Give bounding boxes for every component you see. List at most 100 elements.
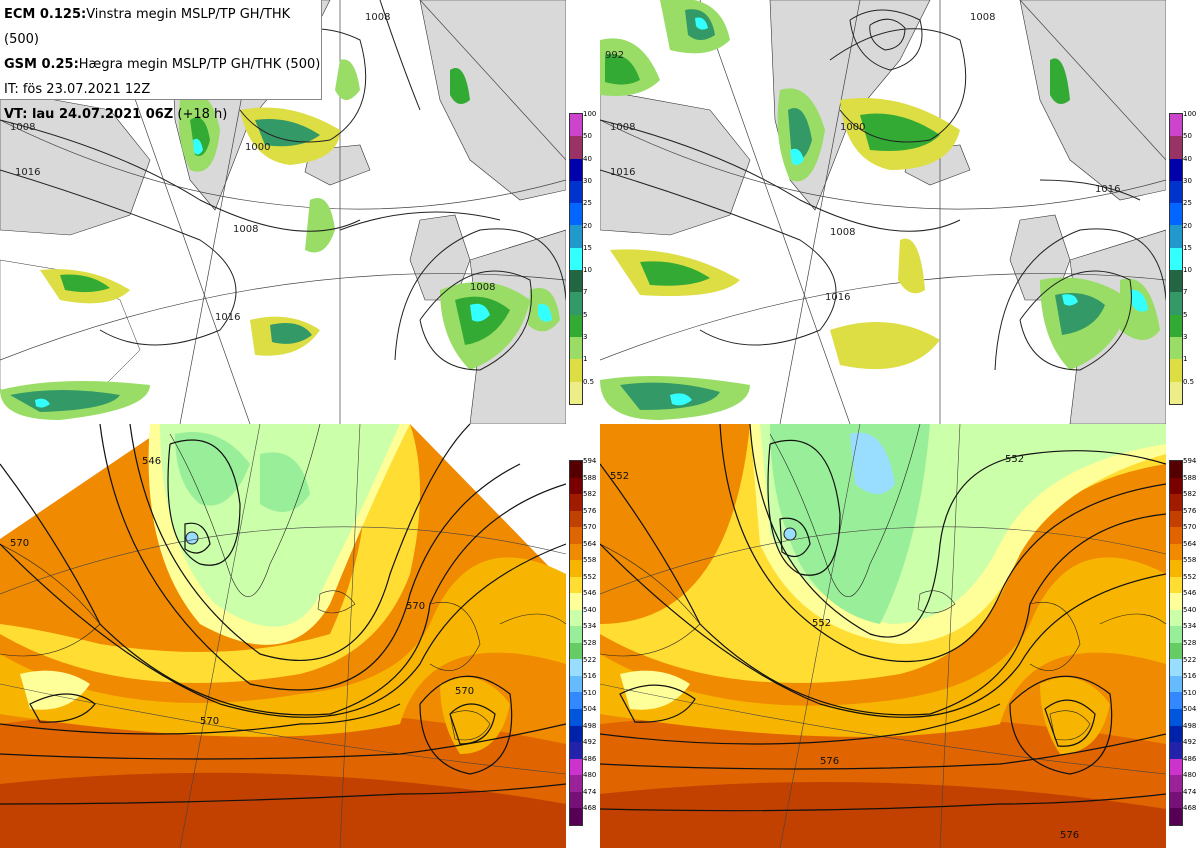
colorbar-swatch bbox=[1170, 775, 1182, 792]
colorbar-swatch bbox=[570, 292, 582, 314]
colorbar-label: 15 bbox=[1183, 244, 1192, 252]
colorbar-swatch bbox=[570, 593, 582, 610]
colorbar-label: 582 bbox=[1183, 490, 1196, 498]
colorbar-label: 40 bbox=[1183, 155, 1192, 163]
colorbar-label: 552 bbox=[583, 573, 596, 581]
colorbar-label: 20 bbox=[1183, 222, 1192, 230]
colorbar-label: 0.5 bbox=[1183, 378, 1194, 386]
colorbar-label: 100 bbox=[1183, 110, 1196, 118]
panel-divider bbox=[597, 0, 600, 848]
colorbar-label: 522 bbox=[583, 656, 596, 664]
colorbar-swatch bbox=[570, 610, 582, 627]
colorbar-swatch bbox=[570, 136, 582, 158]
colorbar-swatch bbox=[1170, 337, 1182, 359]
precip-colorbar-right bbox=[1169, 113, 1183, 405]
colorbar-label: 528 bbox=[1183, 639, 1196, 647]
colorbar-label: 15 bbox=[583, 244, 592, 252]
colorbar-label: 564 bbox=[583, 540, 596, 548]
isobar-label: 1016 bbox=[610, 167, 635, 178]
colorbar-label: 5 bbox=[583, 311, 587, 319]
init-time: IT: fös 23.07.2021 12Z bbox=[4, 77, 321, 102]
gh-label: 552 bbox=[1005, 454, 1024, 465]
colorbar-swatch bbox=[1170, 315, 1182, 337]
colorbar-label: 10 bbox=[1183, 266, 1192, 274]
colorbar-swatch bbox=[1170, 225, 1182, 247]
colorbar-label: 588 bbox=[1183, 474, 1196, 482]
map-info-box: ECM 0.125:Vinstra megin MSLP/TP GH/THK (… bbox=[0, 0, 322, 100]
colorbar-label: 1 bbox=[583, 355, 587, 363]
colorbar-label: 504 bbox=[583, 705, 596, 713]
colorbar-label: 50 bbox=[1183, 132, 1192, 140]
colorbar-swatch bbox=[570, 461, 582, 478]
colorbar-swatch bbox=[1170, 709, 1182, 726]
gh-label: 546 bbox=[142, 456, 161, 467]
colorbar-swatch bbox=[1170, 248, 1182, 270]
colorbar-swatch bbox=[1170, 159, 1182, 181]
isobar-label: 1016 bbox=[215, 312, 240, 323]
colorbar-label: 3 bbox=[1183, 333, 1187, 341]
colorbar-label: 546 bbox=[1183, 589, 1196, 597]
gh-colorbar-right bbox=[1169, 460, 1183, 826]
precip-colorbar-left bbox=[569, 113, 583, 405]
colorbar-label: 576 bbox=[1183, 507, 1196, 515]
colorbar-label: 564 bbox=[1183, 540, 1196, 548]
colorbar-swatch bbox=[1170, 511, 1182, 528]
colorbar-label: 30 bbox=[1183, 177, 1192, 185]
colorbar-swatch bbox=[570, 114, 582, 136]
colorbar-swatch bbox=[570, 759, 582, 776]
colorbar-swatch bbox=[1170, 478, 1182, 495]
colorbar-label: 25 bbox=[583, 199, 592, 207]
colorbar-swatch bbox=[1170, 270, 1182, 292]
isobar-label: 1008 bbox=[233, 224, 258, 235]
colorbar-swatch bbox=[570, 527, 582, 544]
colorbar-swatch bbox=[570, 159, 582, 181]
colorbar-label: 540 bbox=[1183, 606, 1196, 614]
isobar-label: 992 bbox=[605, 50, 624, 61]
colorbar-label: 498 bbox=[583, 722, 596, 730]
colorbar-label: 540 bbox=[583, 606, 596, 614]
colorbar-label: 558 bbox=[583, 556, 596, 564]
colorbar-label: 480 bbox=[1183, 771, 1196, 779]
colorbar-label: 522 bbox=[1183, 656, 1196, 664]
colorbar-label: 510 bbox=[1183, 689, 1196, 697]
colorbar-label: 546 bbox=[583, 589, 596, 597]
colorbar-swatch bbox=[1170, 527, 1182, 544]
colorbar-label: 1 bbox=[1183, 355, 1187, 363]
colorbar-swatch bbox=[570, 225, 582, 247]
colorbar-swatch bbox=[1170, 676, 1182, 693]
colorbar-swatch bbox=[1170, 461, 1182, 478]
gh-label: 576 bbox=[820, 756, 839, 767]
colorbar-swatch bbox=[1170, 114, 1182, 136]
isobar-label: 1008 bbox=[970, 12, 995, 23]
colorbar-label: 3 bbox=[583, 333, 587, 341]
isobar-label: 1000 bbox=[840, 122, 865, 133]
colorbar-swatch bbox=[1170, 544, 1182, 561]
colorbar-label: 552 bbox=[1183, 573, 1196, 581]
colorbar-swatch bbox=[570, 337, 582, 359]
colorbar-swatch bbox=[1170, 626, 1182, 643]
colorbar-label: 528 bbox=[583, 639, 596, 647]
colorbar-swatch bbox=[1170, 792, 1182, 809]
colorbar-swatch bbox=[570, 709, 582, 726]
colorbar-swatch bbox=[570, 577, 582, 594]
colorbar-swatch bbox=[1170, 203, 1182, 225]
colorbar-swatch bbox=[1170, 577, 1182, 594]
isobar-label: 1008 bbox=[830, 227, 855, 238]
colorbar-swatch bbox=[1170, 359, 1182, 381]
colorbar-label: 570 bbox=[1183, 523, 1196, 531]
colorbar-swatch bbox=[570, 203, 582, 225]
colorbar-label: 492 bbox=[1183, 738, 1196, 746]
colorbar-swatch bbox=[570, 726, 582, 743]
colorbar-swatch bbox=[1170, 382, 1182, 404]
model-line-gfs: GSM 0.25:Hægra megin MSLP/TP GH/THK (500… bbox=[4, 52, 321, 77]
colorbar-label: 486 bbox=[1183, 755, 1196, 763]
colorbar-label: 5 bbox=[1183, 311, 1187, 319]
colorbar-swatch bbox=[570, 478, 582, 495]
isobar-label: 1008 bbox=[610, 122, 635, 133]
colorbar-label: 510 bbox=[583, 689, 596, 697]
colorbar-swatch bbox=[1170, 610, 1182, 627]
valid-time: VT: lau 24.07.2021 06Z (+18 h) bbox=[4, 102, 321, 127]
colorbar-label: 594 bbox=[1183, 457, 1196, 465]
colorbar-label: 25 bbox=[1183, 199, 1192, 207]
colorbar-swatch bbox=[570, 511, 582, 528]
